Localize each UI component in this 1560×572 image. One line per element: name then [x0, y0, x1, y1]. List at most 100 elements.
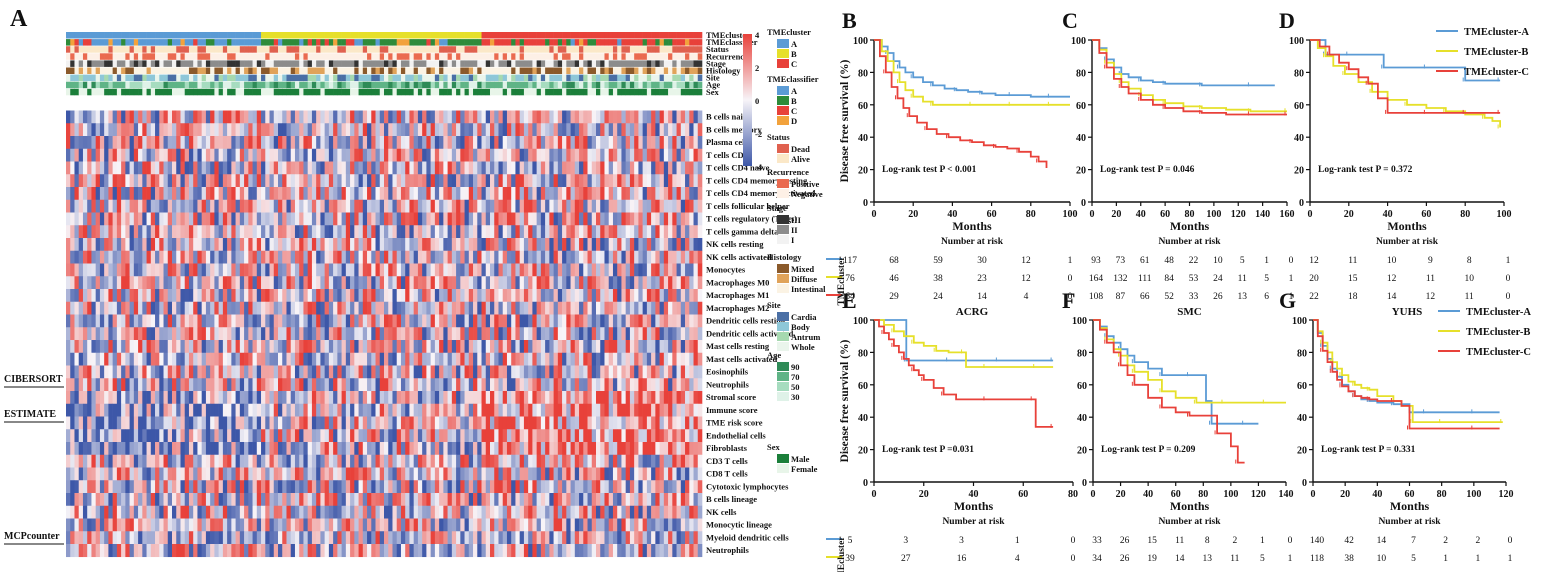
annotation-cell: [685, 74, 690, 82]
heatmap-cell: [261, 250, 266, 264]
annotation-cell: [668, 32, 673, 39]
heatmap-cell: [443, 365, 448, 379]
heatmap-cell: [112, 403, 118, 417]
heatmap-cell: [663, 403, 669, 417]
annotation-cell: [676, 67, 682, 74]
heatmap-cell: [536, 340, 542, 354]
heatmap-cell: [299, 365, 304, 379]
heatmap-cell: [278, 250, 283, 264]
heatmap-cell: [447, 212, 453, 226]
heatmap-cell: [676, 301, 682, 315]
heatmap-cell: [227, 276, 232, 290]
heatmap-cell: [138, 110, 143, 124]
heatmap-cell: [362, 199, 368, 213]
heatmap-cell: [142, 365, 147, 379]
annotation-cell: [481, 46, 487, 53]
heatmap-cell: [490, 187, 495, 201]
annotation-cell: [235, 32, 241, 39]
heatmap-cell: [299, 238, 304, 252]
heatmap-cell: [629, 161, 635, 175]
heatmap-cell: [672, 327, 677, 341]
heatmap-cell: [634, 276, 639, 290]
annotation-cell: [608, 88, 614, 96]
heatmap-cell: [95, 225, 101, 239]
annotation-cell: [87, 53, 92, 60]
annotation-cell: [367, 53, 372, 60]
heatmap-cell: [464, 327, 470, 341]
heatmap-cell: [362, 238, 368, 252]
heatmap-cell: [430, 212, 436, 226]
annotation-cell: [125, 53, 130, 60]
heatmap-cell: [345, 238, 351, 252]
heatmap-cell: [468, 238, 474, 252]
annotation-cell: [634, 81, 639, 89]
annotation-cell: [222, 39, 228, 46]
heatmap-cell: [303, 148, 308, 162]
heatmap-cell: [557, 352, 563, 366]
heatmap-cell: [396, 365, 402, 379]
heatmap-cell: [256, 199, 262, 213]
heatmap-cell: [396, 301, 402, 315]
heatmap-cell: [350, 123, 355, 137]
heatmap-cell: [430, 225, 436, 239]
heatmap-cell: [248, 263, 253, 277]
heatmap-cell: [379, 187, 385, 201]
annotation-cell: [95, 67, 101, 74]
annotation-cell: [188, 60, 194, 67]
annotation-cell: [74, 88, 80, 96]
heatmap-cell: [116, 212, 122, 226]
heatmap-cell: [375, 199, 381, 213]
annotation-cell: [112, 88, 118, 96]
heatmap-cell: [108, 174, 113, 188]
annotation-cell: [646, 88, 652, 96]
heatmap-cell: [672, 391, 677, 405]
annotation-cell: [167, 53, 173, 60]
annotation-cell: [278, 81, 283, 89]
annotation-cell: [108, 60, 113, 67]
heatmap-cell: [78, 391, 84, 405]
annotation-cell: [549, 39, 554, 46]
annotation-cell: [612, 67, 618, 74]
annotation-cell: [600, 74, 605, 82]
heatmap-cell: [596, 365, 601, 379]
heatmap-cell: [545, 276, 550, 290]
heatmap-cell: [227, 238, 232, 252]
heatmap-cell: [172, 301, 177, 315]
heatmap-cell: [87, 161, 92, 175]
heatmap-cell: [87, 238, 92, 252]
annotation-cell: [523, 60, 529, 67]
heatmap-cell: [523, 174, 529, 188]
heatmap-cell: [210, 212, 215, 226]
annotation-cell: [400, 81, 406, 89]
heatmap-cell: [451, 276, 457, 290]
heatmap-cell: [116, 187, 122, 201]
annotation-cell: [570, 39, 576, 46]
heatmap-cell: [125, 187, 130, 201]
heatmap-cell: [549, 136, 554, 150]
heatmap-cell: [447, 340, 453, 354]
heatmap-cell: [502, 161, 508, 175]
heatmap-cell: [367, 250, 372, 264]
heatmap-cell: [95, 314, 101, 328]
annotation-cell: [430, 46, 436, 53]
annotation-cell: [392, 53, 398, 60]
heatmap-cell: [562, 340, 567, 354]
heatmap-cell: [345, 301, 351, 315]
heatmap-cell: [485, 391, 491, 405]
heatmap-cell: [502, 263, 508, 277]
annotation-cell: [642, 88, 648, 96]
heatmap-cell: [494, 403, 499, 417]
annotation-cell: [587, 81, 593, 89]
annotation-cell: [451, 67, 457, 74]
heatmap-cell: [218, 136, 224, 150]
heatmap-cell: [532, 352, 537, 366]
heatmap-cell: [451, 238, 457, 252]
heatmap-cell: [66, 250, 71, 264]
heatmap-cell: [545, 289, 550, 303]
heatmap-cell: [553, 314, 559, 328]
annotation-cell: [596, 81, 601, 89]
heatmap-cell: [311, 263, 317, 277]
heatmap-cell: [473, 199, 478, 213]
annotation-cell: [651, 53, 656, 60]
heatmap-cell: [540, 187, 546, 201]
